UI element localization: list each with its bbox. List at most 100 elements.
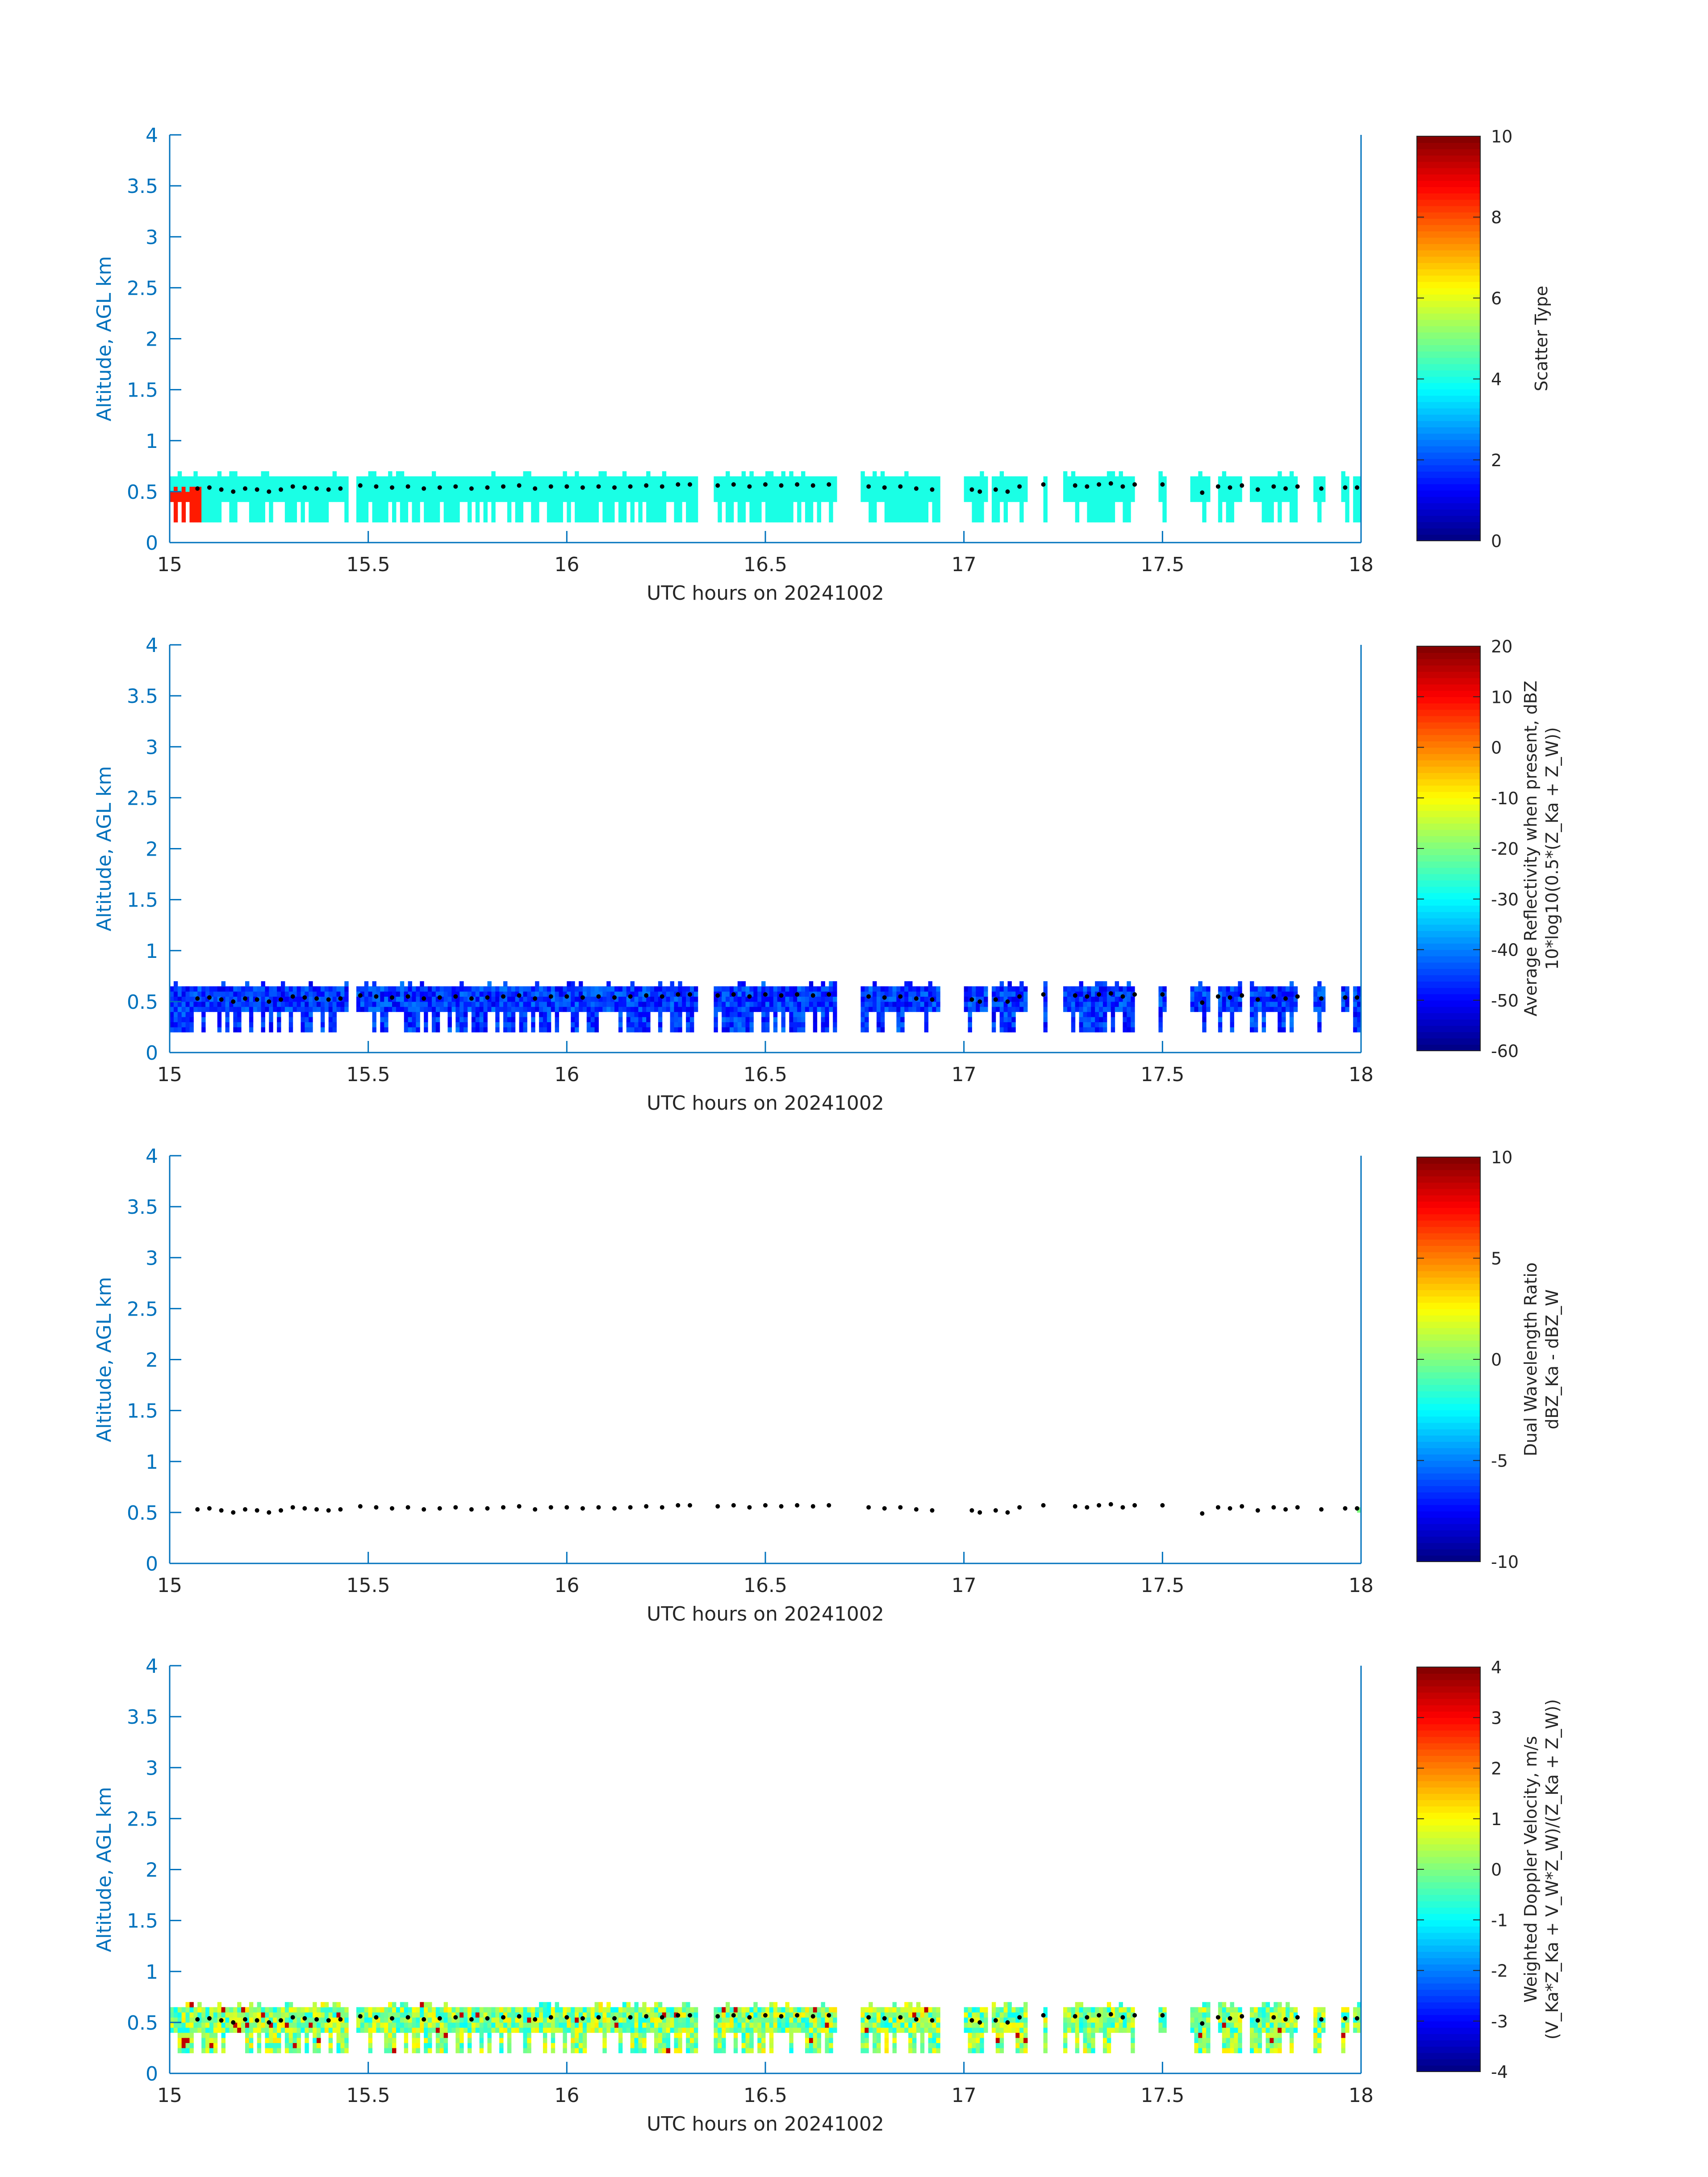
radar-cell bbox=[972, 507, 976, 513]
radar-cell bbox=[1278, 497, 1282, 502]
cloud-base-point bbox=[548, 994, 553, 999]
radar-cell bbox=[404, 2047, 409, 2053]
radar-cell bbox=[722, 1001, 726, 1007]
radar-cell bbox=[487, 476, 492, 482]
radar-cell bbox=[904, 996, 909, 1002]
radar-cell bbox=[873, 517, 877, 522]
radar-cell bbox=[1198, 1001, 1203, 1007]
radar-cell bbox=[571, 497, 575, 502]
radar-cell bbox=[527, 996, 531, 1002]
cloud-base-point bbox=[1283, 486, 1288, 491]
radar-cell bbox=[726, 497, 730, 502]
radar-cell bbox=[296, 2007, 301, 2013]
radar-cell bbox=[344, 512, 349, 518]
radar-cell bbox=[301, 996, 305, 1002]
radar-cell bbox=[368, 2017, 373, 2023]
radar-cell bbox=[579, 507, 583, 513]
radar-cell bbox=[1102, 1022, 1107, 1028]
radar-cell bbox=[431, 486, 436, 492]
radar-cell bbox=[320, 517, 325, 522]
radar-cell bbox=[400, 497, 405, 502]
radar-cell bbox=[757, 481, 762, 487]
radar-cell bbox=[491, 2022, 496, 2028]
radar-cell bbox=[443, 476, 448, 482]
radar-cell bbox=[995, 476, 1000, 482]
radar-cell bbox=[340, 481, 345, 487]
radar-cell bbox=[487, 1007, 492, 1012]
radar-cell bbox=[630, 991, 635, 997]
radar-cell bbox=[1222, 996, 1227, 1002]
radar-cell bbox=[376, 501, 380, 507]
radar-cell bbox=[301, 1001, 305, 1007]
radar-cell bbox=[1023, 476, 1028, 482]
radar-cell bbox=[745, 486, 750, 492]
radar-cell bbox=[328, 2038, 333, 2043]
radar-cell bbox=[305, 1017, 309, 1023]
radar-cell bbox=[551, 996, 555, 1002]
x-tick-label: 17.5 bbox=[1140, 1574, 1184, 1597]
radar-cell bbox=[181, 1001, 186, 1007]
radar-cell bbox=[328, 2047, 333, 2053]
radar-cell bbox=[916, 986, 921, 992]
radar-cell bbox=[650, 996, 655, 1002]
radar-cell bbox=[181, 986, 186, 992]
cloud-base-point bbox=[533, 1507, 538, 1512]
radar-cell bbox=[471, 1011, 476, 1017]
radar-cell bbox=[714, 996, 718, 1002]
radar-cell bbox=[658, 1017, 663, 1023]
radar-cell bbox=[503, 486, 508, 492]
radar-cell bbox=[976, 481, 980, 487]
radar-cell bbox=[376, 2022, 380, 2028]
radar-cell bbox=[741, 481, 746, 487]
cloud-base-point bbox=[688, 992, 693, 997]
radar-cell bbox=[328, 1017, 333, 1023]
radar-cell bbox=[674, 517, 678, 522]
radar-cell bbox=[515, 481, 520, 487]
radar-cell bbox=[313, 2043, 317, 2048]
radar-cell bbox=[666, 491, 671, 497]
radar-cell bbox=[646, 996, 651, 1002]
radar-cell bbox=[336, 2038, 341, 2043]
radar-cell bbox=[451, 1001, 456, 1007]
colorbar-band bbox=[1417, 1492, 1480, 1499]
radar-cell bbox=[1230, 512, 1234, 518]
radar-cell bbox=[404, 1022, 409, 1028]
cloud-base-point bbox=[358, 993, 363, 998]
radar-cell bbox=[860, 1027, 865, 1032]
radar-cell bbox=[245, 476, 250, 482]
radar-cell bbox=[443, 486, 448, 492]
radar-cell bbox=[1286, 1007, 1290, 1012]
radar-cell bbox=[749, 1022, 754, 1028]
radar-cell bbox=[1011, 1017, 1016, 1023]
radar-cell bbox=[344, 2017, 349, 2023]
radar-cell bbox=[1202, 491, 1207, 497]
radar-cell bbox=[317, 2043, 321, 2048]
radar-cell bbox=[471, 1027, 476, 1032]
radar-cell bbox=[515, 501, 520, 507]
radar-cell bbox=[249, 501, 254, 507]
y-tick-label: 4 bbox=[146, 1145, 158, 1168]
radar-cell bbox=[229, 501, 234, 507]
radar-cell bbox=[618, 1017, 623, 1023]
radar-cell bbox=[773, 507, 778, 513]
radar-cell bbox=[634, 481, 639, 487]
radar-cell bbox=[718, 986, 722, 992]
radar-cell bbox=[483, 1011, 488, 1017]
radar-cell bbox=[301, 991, 305, 997]
radar-cell bbox=[1293, 486, 1298, 492]
radar-cell bbox=[729, 517, 734, 522]
radar-cell bbox=[527, 1001, 531, 1007]
radar-cell bbox=[936, 486, 940, 492]
radar-cell bbox=[487, 2032, 492, 2038]
radar-cell bbox=[551, 2043, 555, 2048]
radar-cell bbox=[559, 1007, 563, 1012]
radar-cell bbox=[301, 481, 305, 487]
radar-cell bbox=[1270, 501, 1274, 507]
radar-cell bbox=[582, 481, 587, 487]
cloud-base-point bbox=[1073, 483, 1077, 488]
colorbar-band bbox=[1417, 149, 1480, 156]
radar-cell bbox=[205, 481, 210, 487]
radar-cell bbox=[579, 517, 583, 522]
radar-cell bbox=[745, 497, 750, 502]
radar-cell bbox=[773, 497, 778, 502]
